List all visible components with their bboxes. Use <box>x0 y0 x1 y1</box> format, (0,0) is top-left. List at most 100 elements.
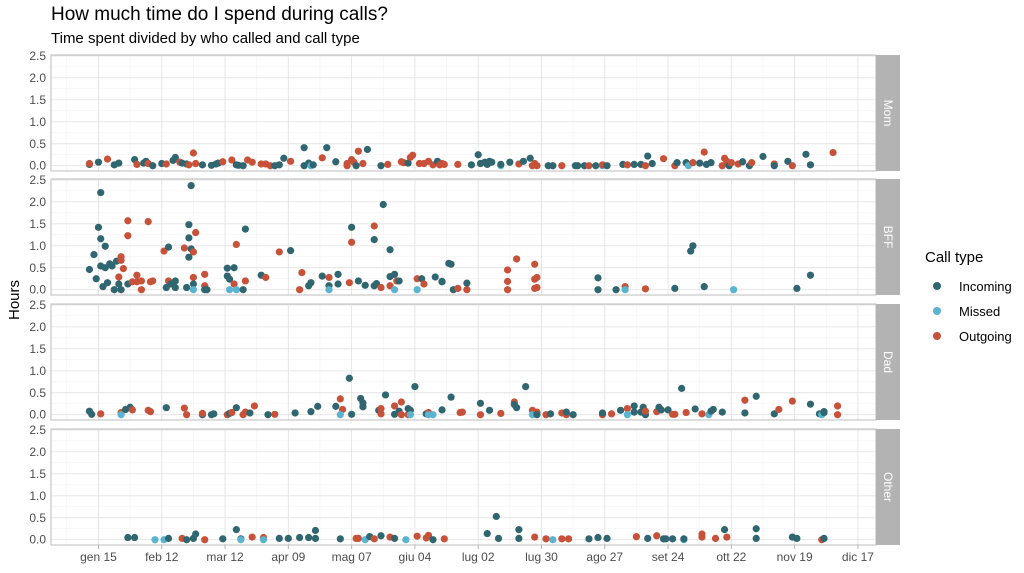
data-point-incoming <box>497 160 505 169</box>
y-axis-label: Hours <box>6 280 23 320</box>
data-point-incoming <box>183 536 191 544</box>
data-point-incoming <box>506 158 514 166</box>
data-point-incoming <box>630 408 638 416</box>
data-point-incoming <box>239 162 247 170</box>
data-point-outgoing <box>133 271 141 279</box>
data-point-outgoing <box>137 286 146 294</box>
y-tick-label: 2.0 <box>29 71 46 85</box>
data-point-outgoing <box>748 159 756 167</box>
data-point-incoming <box>476 399 485 407</box>
facet-strip-label: Other <box>881 472 895 502</box>
data-point-outgoing <box>133 160 141 169</box>
data-point-incoming <box>117 286 125 294</box>
data-point-outgoing <box>189 273 197 282</box>
data-point-outgoing <box>343 162 351 170</box>
data-point-outgoing <box>241 277 249 285</box>
data-point-incoming <box>447 260 455 268</box>
data-point-incoming <box>203 286 211 294</box>
data-point-incoming <box>352 162 360 170</box>
data-point-incoming <box>311 526 320 535</box>
y-tick-label: 0.0 <box>29 533 46 547</box>
chart-subtitle: Time spent divided by who called and cal… <box>51 30 360 47</box>
y-tick-label: 1.0 <box>29 489 46 503</box>
data-point-incoming <box>171 283 179 292</box>
data-point-outgoing <box>682 408 690 417</box>
data-point-incoming <box>630 402 638 410</box>
data-point-outgoing <box>741 396 749 404</box>
data-point-outgoing <box>440 535 448 543</box>
data-point-incoming <box>291 409 299 417</box>
data-point-outgoing <box>513 255 521 263</box>
facet-strip <box>876 55 900 171</box>
data-point-outgoing <box>377 410 385 418</box>
data-point-incoming <box>806 400 815 408</box>
y-tick-label: 2.0 <box>29 320 46 334</box>
data-point-outgoing <box>354 534 362 543</box>
data-point-outgoing <box>689 159 697 167</box>
x-tick-label: mag 07 <box>332 550 372 564</box>
data-point-outgoing <box>189 149 197 157</box>
data-point-incoming <box>162 404 170 412</box>
data-point-incoming <box>171 153 179 161</box>
data-point-incoming <box>585 535 593 543</box>
data-point-incoming <box>85 265 94 274</box>
data-point-incoming <box>345 374 353 382</box>
data-point-missed <box>390 286 399 294</box>
x-tick-label: ott 22 <box>716 550 746 564</box>
data-point-outgoing <box>198 409 207 418</box>
data-point-incoming <box>90 250 98 259</box>
data-point-missed <box>151 536 159 544</box>
data-point-incoming <box>793 284 801 293</box>
data-point-outgoing <box>632 533 641 541</box>
data-point-incoming <box>594 533 602 542</box>
data-point-incoming <box>187 181 195 190</box>
data-point-incoming <box>488 158 496 166</box>
data-point-incoming <box>185 253 193 261</box>
data-point-incoming <box>379 200 387 209</box>
data-point-outgoing <box>128 406 136 414</box>
data-point-outgoing <box>325 273 333 282</box>
data-point-incoming <box>718 408 726 416</box>
data-point-incoming <box>361 281 369 289</box>
facet-strip <box>876 304 900 420</box>
incoming-swatch <box>933 282 941 290</box>
y-tick-label: 0.0 <box>29 283 46 297</box>
data-point-incoming <box>603 162 611 170</box>
data-point-incoming <box>225 275 234 283</box>
data-point-incoming <box>101 242 109 250</box>
data-point-incoming <box>164 534 173 543</box>
data-point-incoming <box>574 162 582 170</box>
data-point-incoming <box>241 225 249 233</box>
legend-label: Outgoing <box>959 328 1012 344</box>
data-point-incoming <box>411 383 419 391</box>
data-point-outgoing <box>119 265 127 273</box>
data-point-incoming <box>219 535 227 543</box>
y-tick-label: 1.0 <box>29 115 46 129</box>
data-point-incoming <box>334 270 342 278</box>
data-point-incoming <box>594 286 602 294</box>
data-point-incoming <box>192 530 200 538</box>
data-point-incoming <box>447 393 455 401</box>
data-point-incoming <box>494 534 503 543</box>
data-point-outgoing <box>271 410 279 418</box>
panel-background <box>51 55 876 171</box>
data-point-incoming <box>390 534 399 543</box>
x-tick-label: nov 19 <box>777 550 813 564</box>
data-point-outgoing <box>124 217 132 225</box>
data-point-outgoing <box>531 533 539 541</box>
data-point-incoming <box>311 534 320 543</box>
data-point-incoming <box>657 406 665 414</box>
data-point-outgoing <box>607 410 616 418</box>
data-point-outgoing <box>103 155 112 163</box>
data-point-incoming <box>110 286 118 294</box>
data-point-outgoing <box>370 222 378 230</box>
data-point-outgoing <box>262 273 270 282</box>
data-point-incoming <box>94 223 103 231</box>
data-point-incoming <box>307 279 315 287</box>
data-point-outgoing <box>219 158 227 166</box>
data-point-outgoing <box>354 147 362 155</box>
data-point-incoming <box>97 189 105 197</box>
data-point-incoming <box>198 161 207 169</box>
data-point-missed <box>225 286 234 294</box>
